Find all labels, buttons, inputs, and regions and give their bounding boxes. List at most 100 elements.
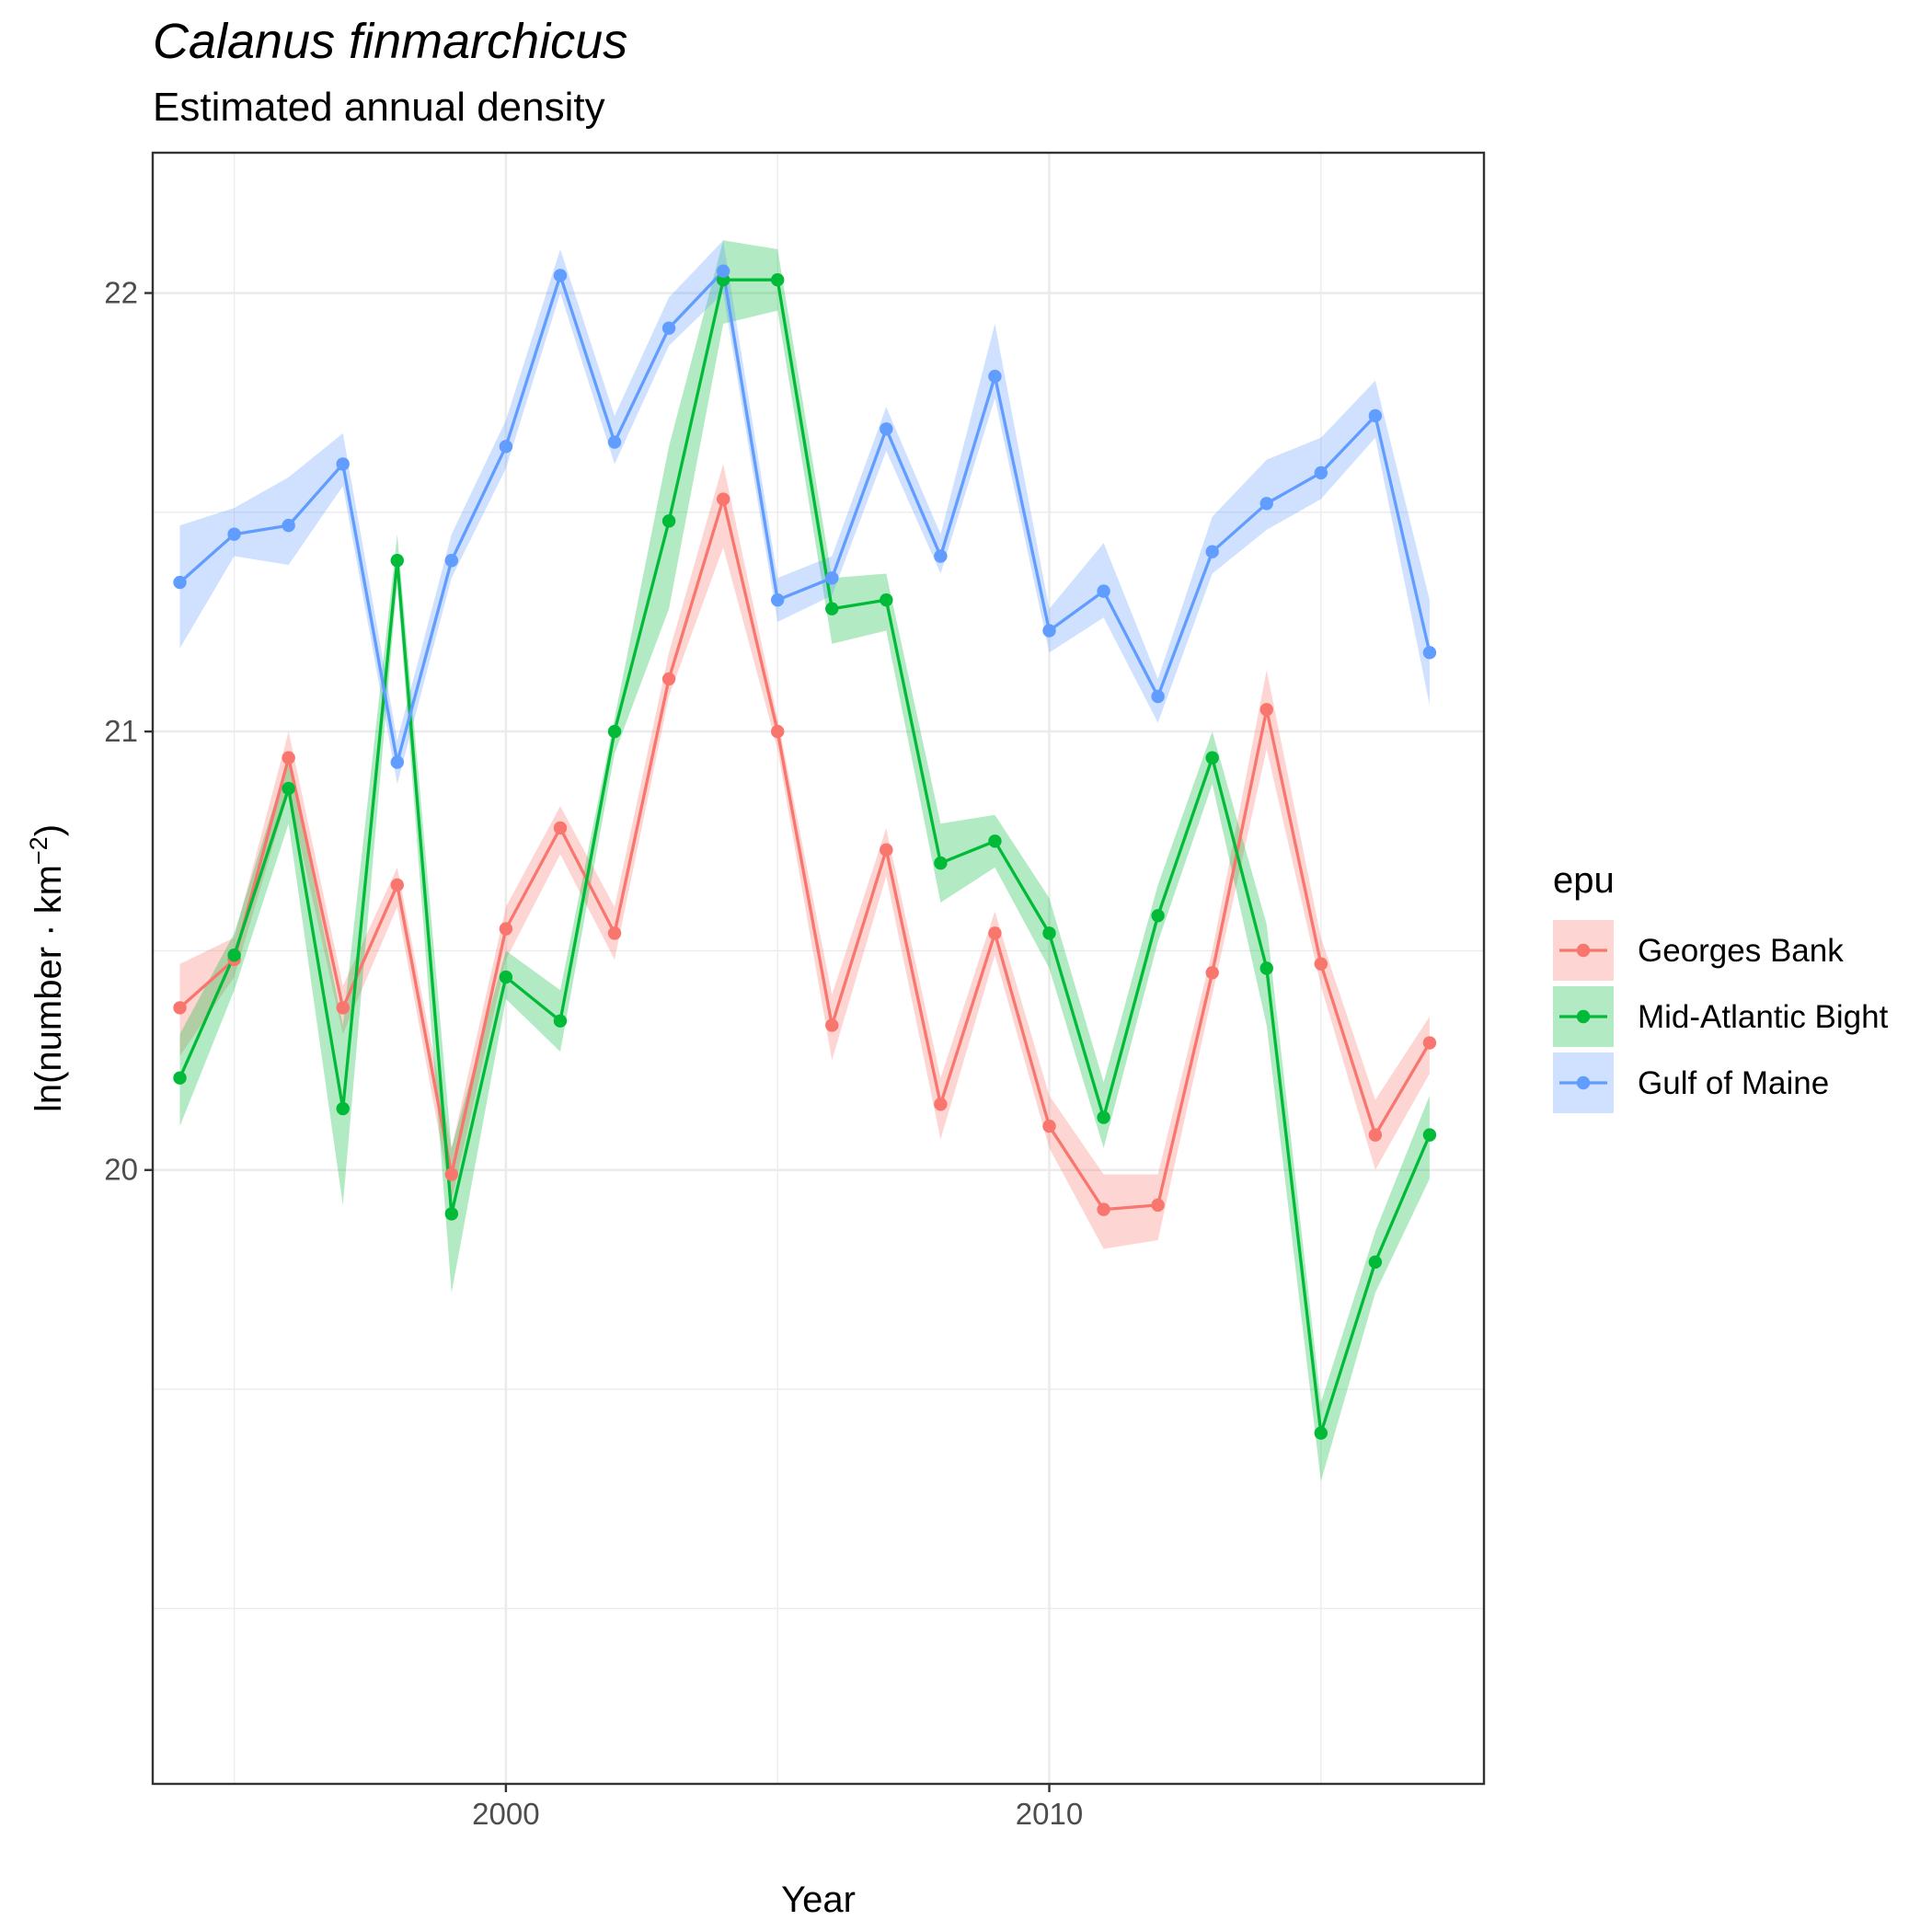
line-gulf-of-maine — [178, 270, 1432, 765]
point-gulf-of-maine — [1422, 646, 1437, 660]
point-gulf-of-maine — [227, 527, 241, 541]
point-georges-bank — [716, 492, 730, 506]
point-mid-atlantic-bight — [336, 1101, 350, 1116]
legend: epu Georges Bank Mid-Atlantic Bight Gulf o… — [1553, 860, 1889, 1113]
point-gulf-of-maine — [1151, 689, 1165, 704]
legend-key-point-mid-atlantic-bight — [1576, 1009, 1591, 1024]
point-gulf-of-maine — [1314, 466, 1328, 480]
point-gulf-of-maine — [880, 422, 893, 436]
y-axis-title-sup: −2 — [25, 836, 52, 865]
series-points — [173, 264, 1437, 1440]
point-georges-bank — [1259, 703, 1273, 717]
point-mid-atlantic-bight — [499, 970, 513, 984]
point-gulf-of-maine — [173, 575, 187, 590]
point-mid-atlantic-bight — [880, 592, 893, 607]
point-mid-atlantic-bight — [1314, 1426, 1328, 1440]
point-mid-atlantic-bight — [553, 1014, 568, 1028]
point-gulf-of-maine — [771, 592, 785, 607]
point-gulf-of-maine — [553, 269, 568, 282]
line-mid-atlantic-bight — [178, 278, 1432, 1435]
point-mid-atlantic-bight — [444, 1207, 459, 1221]
point-gulf-of-maine — [607, 435, 622, 449]
point-georges-bank — [1422, 1036, 1437, 1050]
point-georges-bank — [444, 1167, 459, 1181]
point-georges-bank — [1151, 1198, 1165, 1213]
x-tick-label: 2000 — [472, 1797, 539, 1831]
point-gulf-of-maine — [1097, 584, 1110, 598]
point-georges-bank — [880, 843, 893, 857]
ribbon-georges-bank — [179, 464, 1430, 1249]
point-mid-atlantic-bight — [661, 514, 676, 528]
point-georges-bank — [1097, 1202, 1110, 1216]
confidence-ribbons — [179, 240, 1430, 1482]
point-gulf-of-maine — [1042, 624, 1056, 638]
point-mid-atlantic-bight — [390, 554, 404, 568]
point-gulf-of-maine — [390, 755, 404, 769]
y-axis-title-end: ) — [29, 824, 69, 836]
point-gulf-of-maine — [1368, 408, 1383, 423]
y-axis-title-main: ln(number · km — [29, 865, 69, 1112]
point-gulf-of-maine — [1205, 545, 1219, 558]
point-mid-atlantic-bight — [173, 1071, 187, 1085]
y-axis-title: ln(number · km−2) — [25, 824, 69, 1112]
point-gulf-of-maine — [336, 457, 350, 471]
point-georges-bank — [934, 1098, 948, 1111]
point-gulf-of-maine — [499, 440, 513, 454]
legend-title: epu — [1553, 860, 1615, 901]
point-mid-atlantic-bight — [607, 724, 622, 739]
point-georges-bank — [282, 751, 295, 765]
chart-subtitle: Estimated annual density — [153, 85, 605, 130]
point-gulf-of-maine — [661, 321, 676, 335]
point-georges-bank — [607, 926, 622, 940]
chart-title: Calanus finmarchicus — [153, 14, 628, 69]
point-mid-atlantic-bight — [825, 602, 839, 615]
point-georges-bank — [1314, 957, 1328, 971]
y-tick-label: 20 — [104, 1153, 138, 1187]
point-mid-atlantic-bight — [282, 781, 295, 796]
x-axis-title: Year — [781, 1880, 856, 1920]
point-georges-bank — [1042, 1119, 1056, 1133]
point-mid-atlantic-bight — [988, 834, 1002, 848]
series-lines — [178, 270, 1432, 1435]
point-mid-atlantic-bight — [771, 273, 785, 287]
axis-ticks: 2000 2010 20 21 22 — [104, 276, 1083, 1831]
point-georges-bank — [499, 922, 513, 936]
point-georges-bank — [825, 1018, 839, 1032]
point-mid-atlantic-bight — [1151, 909, 1165, 923]
point-mid-atlantic-bight — [1422, 1128, 1437, 1142]
point-georges-bank — [1368, 1128, 1383, 1142]
point-gulf-of-maine — [1259, 497, 1273, 511]
y-tick-label: 21 — [104, 714, 138, 748]
point-georges-bank — [988, 926, 1002, 940]
line-georges-bank — [178, 497, 1432, 1212]
ribbon-mid-atlantic-bight — [179, 240, 1430, 1482]
x-tick-label: 2010 — [1016, 1797, 1083, 1831]
legend-label-gulf-of-maine: Gulf of Maine — [1638, 1065, 1829, 1101]
point-gulf-of-maine — [988, 369, 1002, 384]
point-gulf-of-maine — [444, 554, 459, 568]
point-georges-bank — [771, 724, 785, 739]
legend-label-mid-atlantic-bight: Mid-Atlantic Bight — [1638, 999, 1889, 1035]
point-georges-bank — [1205, 966, 1219, 980]
point-mid-atlantic-bight — [1205, 751, 1219, 765]
point-gulf-of-maine — [716, 264, 730, 278]
point-gulf-of-maine — [282, 518, 295, 533]
point-mid-atlantic-bight — [1368, 1255, 1383, 1270]
point-georges-bank — [390, 878, 404, 892]
legend-key-point-gulf-of-maine — [1576, 1075, 1591, 1090]
point-mid-atlantic-bight — [1097, 1110, 1110, 1124]
point-georges-bank — [661, 672, 676, 686]
grid — [153, 153, 1484, 1784]
point-georges-bank — [553, 821, 568, 835]
panel-border — [151, 151, 1486, 1786]
point-georges-bank — [336, 1001, 350, 1015]
legend-label-georges-bank: Georges Bank — [1638, 933, 1844, 969]
point-georges-bank — [173, 1001, 187, 1015]
point-mid-atlantic-bight — [1042, 926, 1056, 940]
point-gulf-of-maine — [825, 571, 839, 585]
point-mid-atlantic-bight — [1259, 961, 1273, 975]
y-tick-label: 22 — [104, 276, 138, 310]
point-mid-atlantic-bight — [227, 949, 241, 962]
point-mid-atlantic-bight — [934, 856, 948, 870]
